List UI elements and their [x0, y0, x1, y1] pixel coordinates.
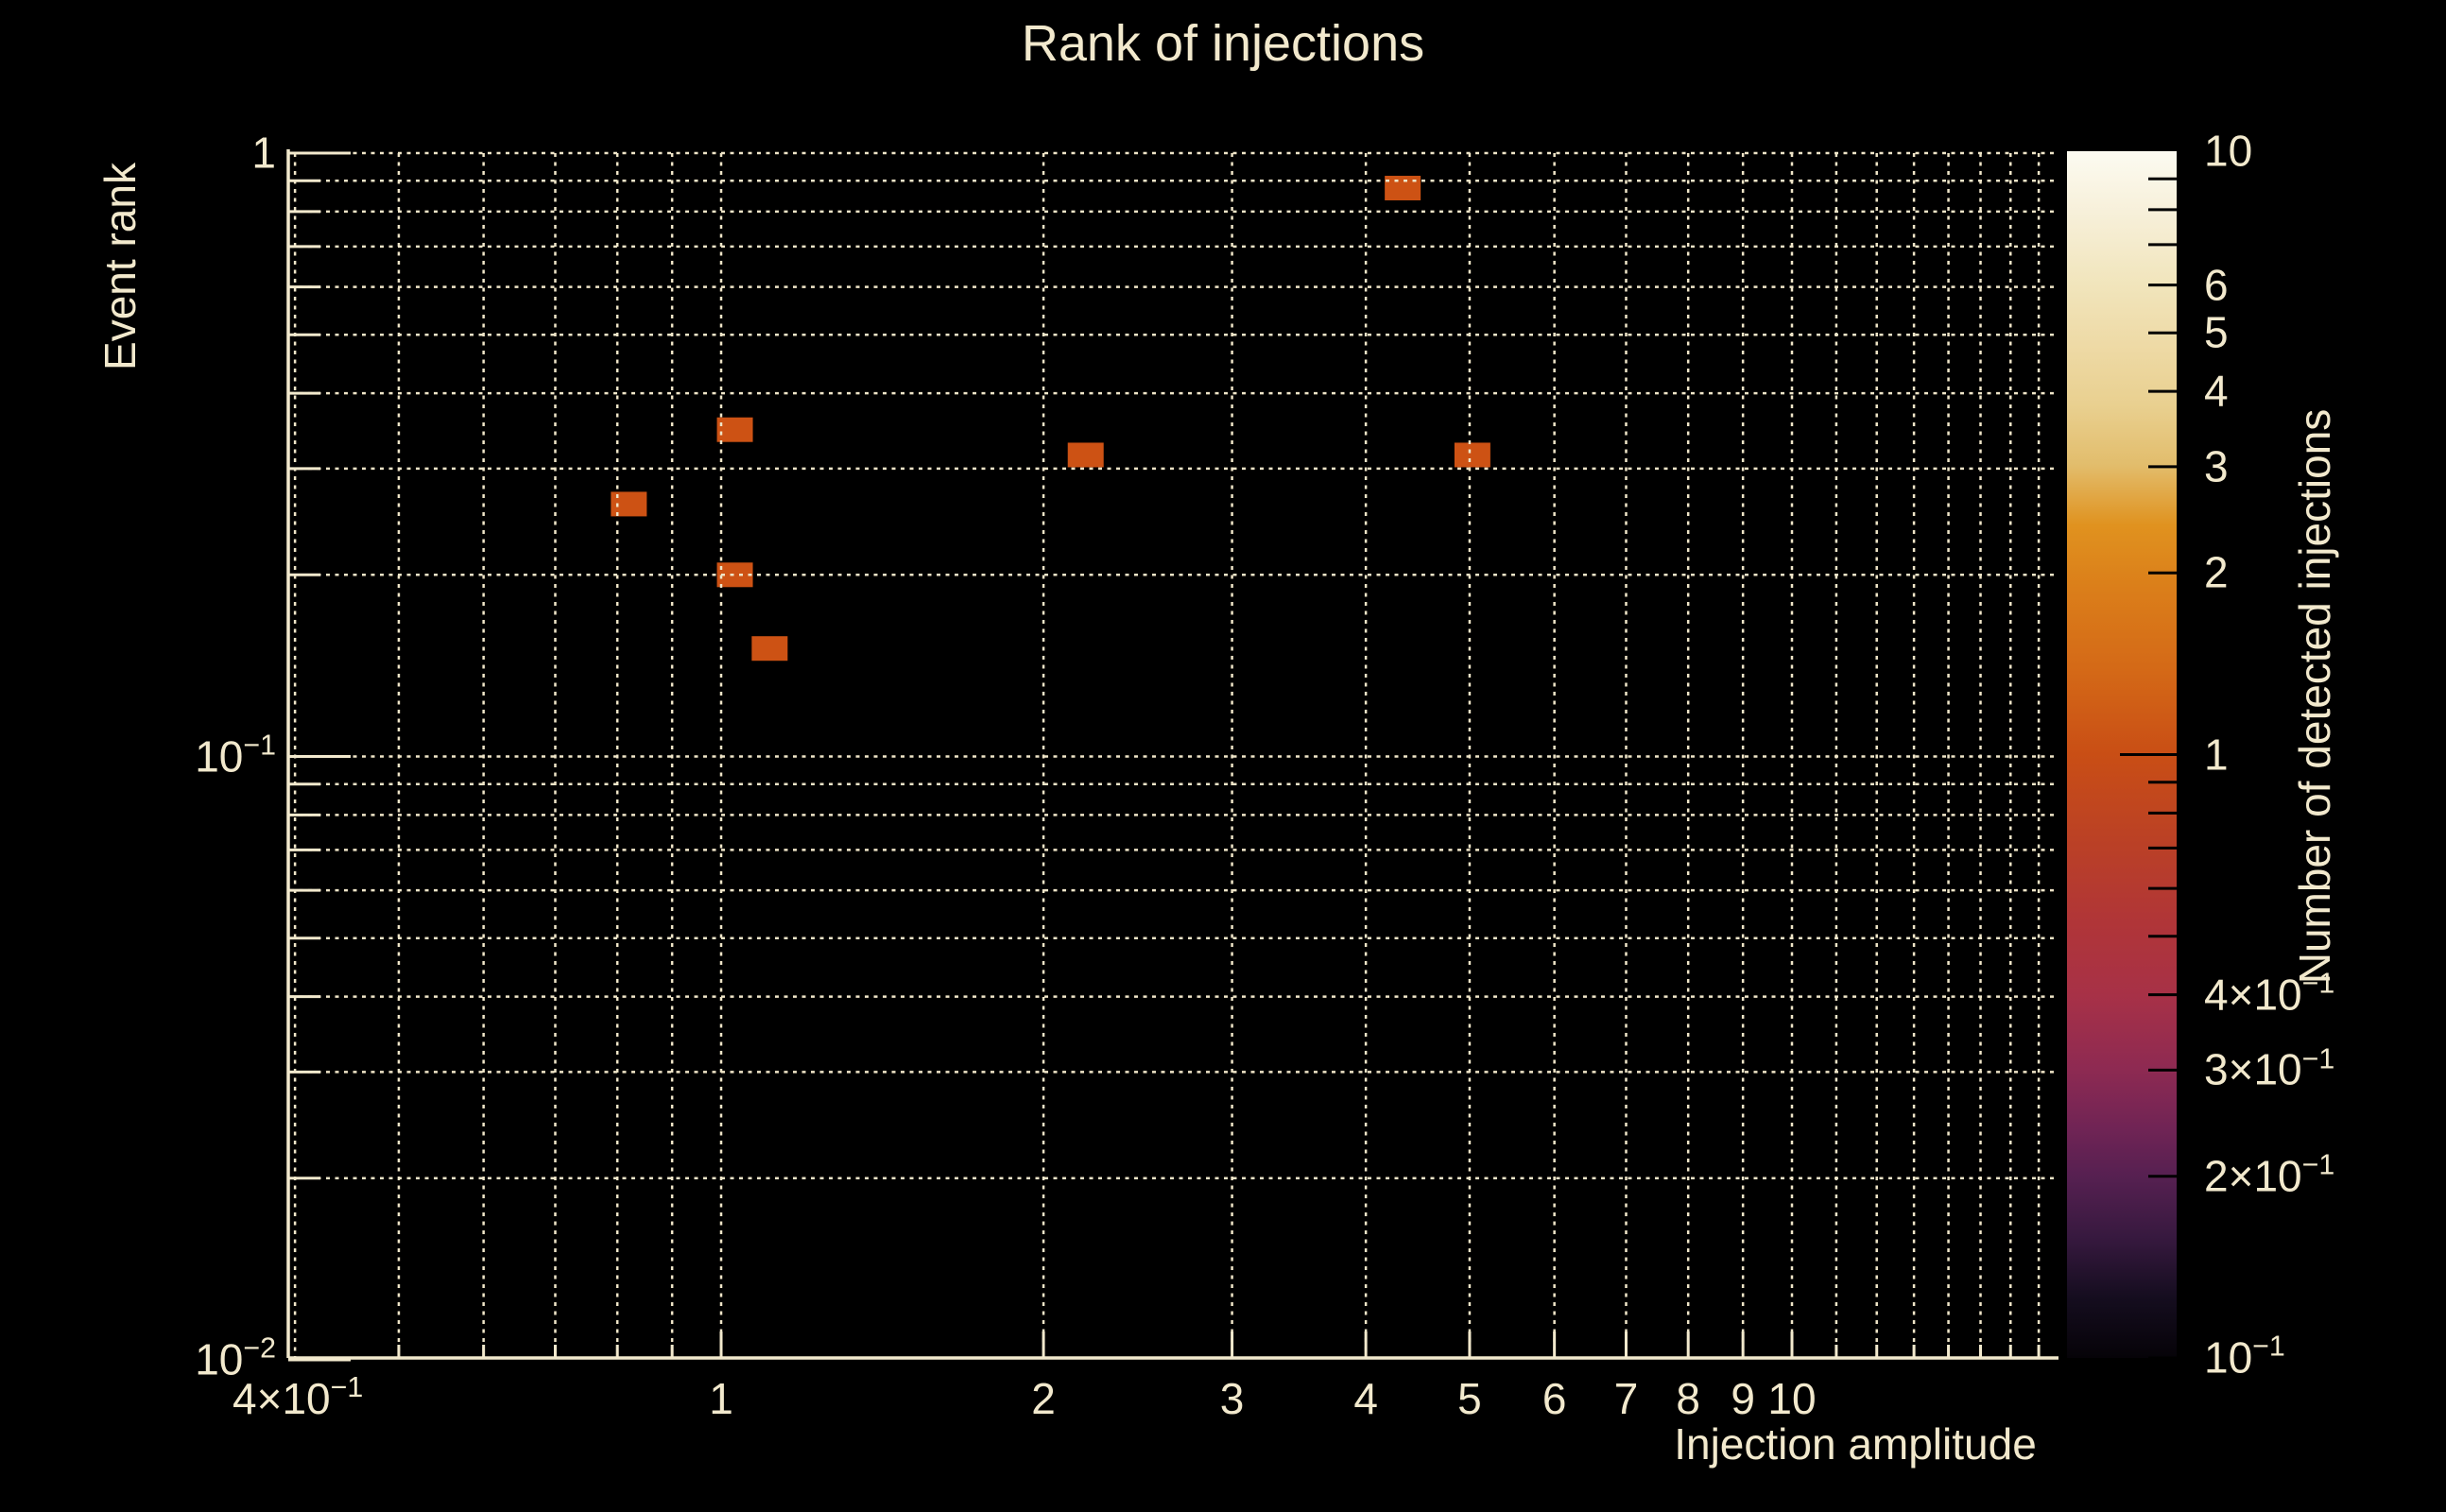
y-tick-label-0.01: 10−2	[195, 1333, 276, 1384]
x-tick-label-1-base: 1	[709, 1374, 733, 1423]
x-tick-label-4: 4	[1353, 1375, 1378, 1423]
colorbar-tick-label-1-base: 1	[2204, 730, 2229, 780]
x-tick-label-9-base: 9	[1731, 1374, 1755, 1423]
colorbar-tick-label-0.4-exponent: −1	[2301, 968, 2335, 1000]
x-tick-label-1: 1	[709, 1375, 733, 1423]
colorbar-tick-label-1: 1	[2204, 730, 2229, 779]
x-tick-label-3: 3	[1220, 1375, 1245, 1423]
y-tick-label-0.01-base: 10	[195, 1334, 244, 1384]
y-tick-label-1: 1	[251, 129, 276, 178]
colorbar-tick-label-2-base: 2	[2204, 547, 2229, 597]
colorbar-tick-label-0.2-exponent: −1	[2301, 1149, 2335, 1181]
x-tick-label-2: 2	[1031, 1375, 1056, 1423]
y-tick-label-0.1: 10−1	[195, 730, 276, 782]
colorbar-tick-label-2: 2	[2204, 549, 2229, 597]
colorbar-tick-label-0.1-exponent: −1	[2252, 1332, 2285, 1364]
x-tick-label-3-base: 3	[1219, 1374, 1245, 1423]
x-axis-title: Injection amplitude	[1674, 1419, 2037, 1469]
x-tick-label-10-base: 10	[1767, 1374, 1817, 1423]
x-tick-label-7-base: 7	[1613, 1374, 1639, 1423]
colorbar-tick-label-10: 10	[2204, 126, 2253, 176]
colorbar-tick-label-5: 5	[2204, 309, 2229, 357]
injection-bin	[1454, 442, 1490, 468]
colorbar-tick-label-6: 6	[2204, 261, 2229, 309]
x-tick-label-5-base: 5	[1457, 1374, 1482, 1423]
x-tick-label-7: 7	[1614, 1375, 1639, 1423]
x-tick-label-4-base: 4	[1353, 1374, 1378, 1423]
chart-title: Rank of injections	[1021, 15, 1425, 72]
colorbar-tick-label-0.3: 3×10−1	[2204, 1043, 2335, 1095]
colorbar-tick-label-3: 3	[2204, 441, 2229, 491]
colorbar-tick-label-0.3-base: 3×10	[2204, 1045, 2302, 1095]
y-tick-label-0.01-exponent: −2	[243, 1333, 276, 1366]
colorbar-tick-label-0.3-exponent: −1	[2301, 1043, 2335, 1075]
x-tick-label-6-base: 6	[1542, 1374, 1567, 1423]
injection-bin	[751, 636, 788, 662]
colorbar-tick-label-4: 4	[2204, 366, 2229, 416]
x-tick-label-0.4: 4×10−1	[233, 1372, 364, 1423]
colorbar-tick-label-0.4: 4×10−1	[2204, 968, 2335, 1020]
y-tick-label-1-base: 1	[251, 128, 276, 178]
x-tick-label-0.4-base: 4×10	[233, 1374, 331, 1423]
colorbar-tick-label-5-base: 5	[2204, 307, 2229, 357]
colorbar-tick-label-0.2-base: 2×10	[2204, 1151, 2302, 1201]
colorbar-tick-label-10-base: 10	[2204, 126, 2253, 176]
x-tick-label-2-base: 2	[1031, 1374, 1056, 1423]
x-tick-label-9: 9	[1731, 1375, 1755, 1423]
y-tick-label-0.1-base: 10	[195, 731, 244, 782]
x-tick-label-6: 6	[1542, 1375, 1567, 1423]
x-tick-label-0.4-exponent: −1	[330, 1372, 364, 1404]
colorbar-tick-label-3-base: 3	[2204, 441, 2229, 491]
x-tick-label-5: 5	[1457, 1375, 1482, 1423]
colorbar-tick-label-6-base: 6	[2204, 260, 2229, 310]
x-tick-label-10: 10	[1767, 1375, 1816, 1423]
colorbar-tick-label-0.2: 2×10−1	[2204, 1149, 2335, 1201]
x-tick-label-8: 8	[1676, 1375, 1700, 1423]
colorbar-tick-label-4-base: 4	[2204, 366, 2229, 416]
colorbar-tick-label-0.1: 10−1	[2204, 1332, 2285, 1383]
x-tick-label-8-base: 8	[1676, 1374, 1700, 1423]
injection-bin	[716, 417, 753, 442]
colorbar-tick-label-0.1-base: 10	[2204, 1332, 2253, 1383]
injection-bin	[1385, 176, 1421, 201]
colorbar-tick-label-0.4-base: 4×10	[2204, 970, 2302, 1020]
injection-bin	[1067, 442, 1104, 468]
y-tick-label-0.1-exponent: −1	[243, 730, 276, 762]
